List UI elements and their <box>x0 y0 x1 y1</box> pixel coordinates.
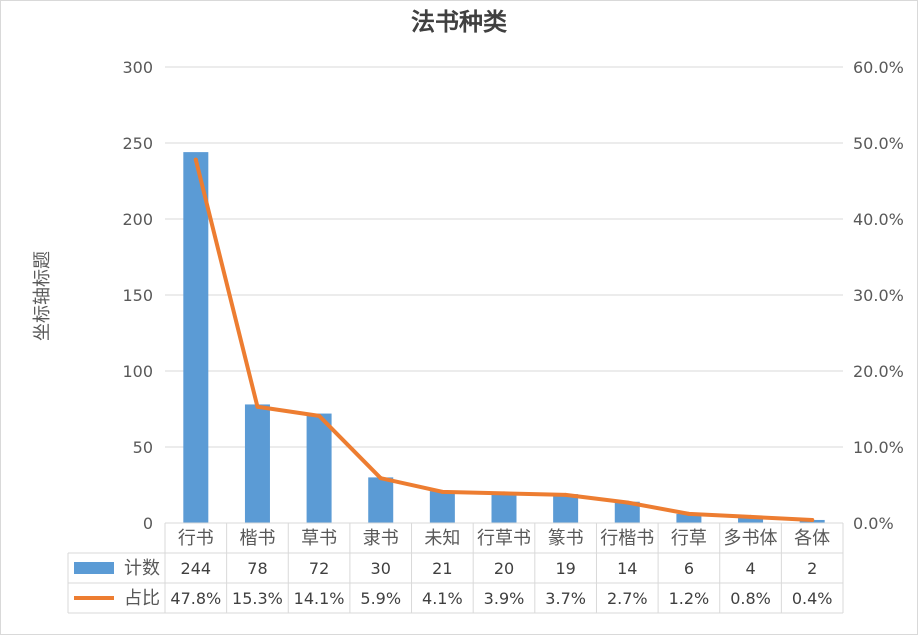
count-value: 19 <box>555 559 575 578</box>
category-label: 楷书 <box>239 528 275 549</box>
line-point <box>686 511 691 516</box>
bar <box>244 404 270 523</box>
count-value: 72 <box>309 559 329 578</box>
right-tick-label: 30.0% <box>853 286 904 305</box>
line-point <box>563 492 568 497</box>
right-tick-label: 0.0% <box>853 514 894 533</box>
legend-label-line: 占比 <box>124 588 160 609</box>
category-label: 隶书 <box>363 528 399 549</box>
right-tick-label: 20.0% <box>853 362 904 381</box>
line-point <box>440 489 445 494</box>
line-point <box>317 413 322 418</box>
right-tick-label: 40.0% <box>853 210 904 229</box>
bar <box>553 494 579 523</box>
count-value: 244 <box>181 559 212 578</box>
count-value: 2 <box>807 559 817 578</box>
count-value: 78 <box>247 559 267 578</box>
legend-key-bar <box>74 562 114 574</box>
bar <box>491 492 517 523</box>
line-point <box>378 476 383 481</box>
bar-series <box>183 152 825 523</box>
percent-value: 4.1% <box>422 589 463 608</box>
category-label: 行草 <box>671 528 707 549</box>
right-axis-ticks: 0.0% 10.0% 20.0% 30.0% 40.0% 50.0% 60.0% <box>853 58 904 533</box>
category-label: 行草书 <box>477 528 531 549</box>
percent-value: 15.3% <box>232 589 283 608</box>
bar <box>738 516 764 523</box>
gridlines <box>165 66 843 448</box>
category-label: 未知 <box>424 528 460 549</box>
percent-value: 0.8% <box>730 589 771 608</box>
legend-label-bar: 计数 <box>124 558 160 579</box>
category-label: 篆书 <box>548 528 584 549</box>
line-series <box>193 157 815 522</box>
count-value: 6 <box>684 559 694 578</box>
count-value: 20 <box>494 559 514 578</box>
percent-value: 14.1% <box>294 589 345 608</box>
line-point <box>502 491 506 496</box>
right-tick-label: 50.0% <box>853 134 904 153</box>
right-tick-label: 60.0% <box>853 58 904 77</box>
y-axis-title: 坐标轴标题 <box>32 251 53 341</box>
chart-title: 法书种类 <box>411 8 508 36</box>
left-tick-label: 100 <box>122 362 153 381</box>
line-point <box>255 404 260 409</box>
category-label: 各体 <box>794 528 830 549</box>
percent-value: 0.4% <box>792 589 833 608</box>
percent-value: 3.9% <box>484 589 525 608</box>
count-value: 30 <box>371 559 391 578</box>
percent-value: 3.7% <box>545 589 586 608</box>
category-label: 多书体 <box>724 528 778 549</box>
line-point <box>193 157 198 162</box>
right-tick-label: 10.0% <box>853 438 904 457</box>
bar <box>676 513 702 523</box>
category-label: 行书 <box>178 528 214 549</box>
count-value: 14 <box>617 559 637 578</box>
left-axis-ticks: 0 50 100 150 200 250 300 <box>122 58 153 533</box>
left-tick-label: 250 <box>122 134 153 153</box>
count-value: 21 <box>432 559 452 578</box>
bar <box>429 491 455 523</box>
line-point <box>810 517 815 522</box>
left-tick-label: 150 <box>122 286 153 305</box>
bar <box>183 152 209 523</box>
category-label: 草书 <box>301 528 337 549</box>
bar <box>614 501 640 523</box>
category-label: 行楷书 <box>600 528 654 549</box>
left-tick-label: 200 <box>122 210 153 229</box>
percent-value: 2.7% <box>607 589 648 608</box>
percent-value: 47.8% <box>170 589 221 608</box>
percent-value: 5.9% <box>360 589 401 608</box>
percent-value: 1.2% <box>669 589 710 608</box>
left-tick-label: 0 <box>143 514 153 533</box>
line-point <box>748 514 753 519</box>
count-value: 4 <box>745 559 755 578</box>
bar <box>306 413 332 523</box>
left-tick-label: 50 <box>133 438 153 457</box>
left-tick-label: 300 <box>122 58 153 77</box>
bar <box>368 477 394 523</box>
line-point <box>625 500 630 505</box>
